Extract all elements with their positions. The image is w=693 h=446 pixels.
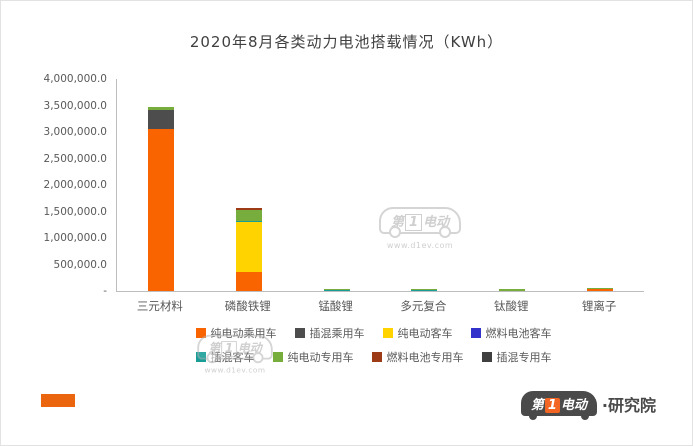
- x-axis-labels: 三元材料 磷酸铁锂 锰酸锂 多元复合 钛酸锂 锂离子: [116, 298, 643, 314]
- legend-label: 插混乘用车: [309, 327, 365, 340]
- chart-title: 2020年8月各类动力电池搭载情况（KWh）: [189, 33, 504, 51]
- legend-label: 燃料电池专用车: [386, 351, 464, 364]
- legend-label: 纯电动客车: [397, 327, 453, 340]
- legend-swatch-icon: [481, 352, 492, 362]
- bar-segment-纯电动专用车: [499, 289, 526, 291]
- footer-institute-label: ·研究院: [601, 395, 656, 415]
- watermark-number-badge: 1: [221, 341, 237, 357]
- legend-swatch-icon: [272, 352, 283, 362]
- x-category-label: 钛酸锂: [494, 299, 529, 313]
- legend-item-纯电动专用车: 纯电动专用车: [272, 349, 354, 365]
- y-tick-label: -: [103, 285, 107, 297]
- plot-area: [116, 79, 644, 292]
- bar-segment-纯电动专用车: [323, 289, 350, 290]
- bar-segment-纯电动专用车: [235, 210, 262, 221]
- bar-segment-纯电动乘用车: [587, 289, 614, 291]
- legend-label: 燃料电池客车: [485, 327, 552, 340]
- x-category-label: 锂离子: [581, 299, 617, 313]
- car-logo-icon: 第 1 电动: [520, 391, 597, 420]
- y-tick-label: 3,500,000.0: [43, 99, 107, 112]
- bar-segment-插混客车: [235, 221, 262, 222]
- bar-锰酸锂: [323, 289, 350, 291]
- y-tick-label: 4,000,000.0: [43, 73, 107, 85]
- bar-磷酸铁锂: [235, 208, 262, 291]
- bar-三元材料: [147, 107, 174, 291]
- footer-brand-suffix: 电动: [560, 398, 587, 413]
- bar-segment-纯电动专用车: [587, 288, 614, 289]
- bar-segment-插混客车: [323, 290, 350, 291]
- footer-orange-block: [41, 394, 75, 407]
- legend-item-燃料电池专用车: 燃料电池专用车: [371, 349, 464, 365]
- bar-segment-插混乘用车: [147, 110, 174, 129]
- watermark-brand: 第: [208, 342, 221, 356]
- footer-brand: 第: [530, 398, 544, 413]
- bar-segment-纯电动客车: [235, 222, 262, 272]
- legend-item-插混专用车: 插混专用车: [481, 349, 552, 365]
- y-tick-label: 1,500,000.0: [43, 205, 107, 218]
- legend-swatch-icon: [195, 328, 206, 338]
- bar-segment-纯电动专用车: [147, 107, 174, 110]
- car-watermark-icon: 第 1 电动: [197, 334, 273, 364]
- x-category-label: 锰酸锂: [318, 299, 353, 313]
- legend: 纯电动乘用车 插混乘用车 纯电动客车 燃料电池客车 插混客车 纯电动专用车 燃料电池专用车插…: [1, 325, 692, 365]
- legend-label: 纯电动专用车: [287, 351, 354, 364]
- bar-锂离子: [587, 288, 614, 291]
- bar-钛酸锂: [499, 289, 526, 291]
- y-tick-label: 2,000,000.0: [43, 179, 107, 191]
- y-tick-label: 3,000,000.0: [43, 126, 107, 138]
- bar-segment-纯电动乘用车: [235, 272, 262, 291]
- legend-label: 插混专用车: [496, 351, 552, 364]
- watermark-url: www.d1ev.com: [386, 241, 454, 250]
- watermark-number-badge: 1: [405, 214, 423, 231]
- bar-segment-插混客车: [411, 290, 438, 291]
- legend-swatch-icon: [382, 328, 393, 338]
- footer-brand-logo: 第 1 电动 ·研究院: [520, 391, 656, 420]
- legend-item-插混乘用车: 插混乘用车: [294, 325, 365, 341]
- legend-swatch-icon: [371, 352, 382, 362]
- x-category-label: 三元材料: [136, 299, 183, 313]
- watermark-brand-suffix: 电动: [237, 342, 262, 356]
- y-tick-label: 1,000,000.0: [43, 232, 107, 244]
- watermark-legend: 第 1 电动 www.d1ev.com: [197, 334, 273, 375]
- footer-number-badge: 1: [544, 398, 560, 413]
- y-tick-label: 500,000.0: [53, 258, 107, 271]
- watermark-brand: 第: [391, 215, 405, 230]
- bar-多元复合: [411, 289, 438, 291]
- legend-label: 插混客车: [210, 351, 255, 364]
- watermark-chart: 第 1 电动 www.d1ev.com: [379, 207, 462, 250]
- bar-segment-纯电动乘用车: [147, 129, 174, 291]
- x-category-label: 多元复合: [400, 299, 447, 313]
- watermark-url: www.d1ev.com: [204, 366, 266, 375]
- legend-swatch-icon: [470, 328, 481, 338]
- legend-item-纯电动客车: 纯电动客车: [382, 325, 453, 341]
- watermark-brand-suffix: 电动: [423, 215, 450, 230]
- y-tick-label: 2,500,000.0: [43, 152, 107, 165]
- bar-segment-纯电动专用车: [411, 289, 438, 290]
- y-axis: 4,000,000.0 3,500,000.0 3,000,000.0 2,500,0…: [1, 73, 107, 297]
- legend-row: 纯电动乘用车 插混乘用车 纯电动客车 燃料电池客车: [195, 325, 552, 341]
- legend-swatch-icon: [294, 328, 305, 338]
- car-watermark-icon: 第 1 电动: [379, 207, 462, 238]
- bar-segment-燃料电池专用车: [235, 208, 262, 210]
- x-category-label: 磷酸铁锂: [224, 299, 271, 313]
- legend-item-燃料电池客车: 燃料电池客车: [470, 325, 552, 341]
